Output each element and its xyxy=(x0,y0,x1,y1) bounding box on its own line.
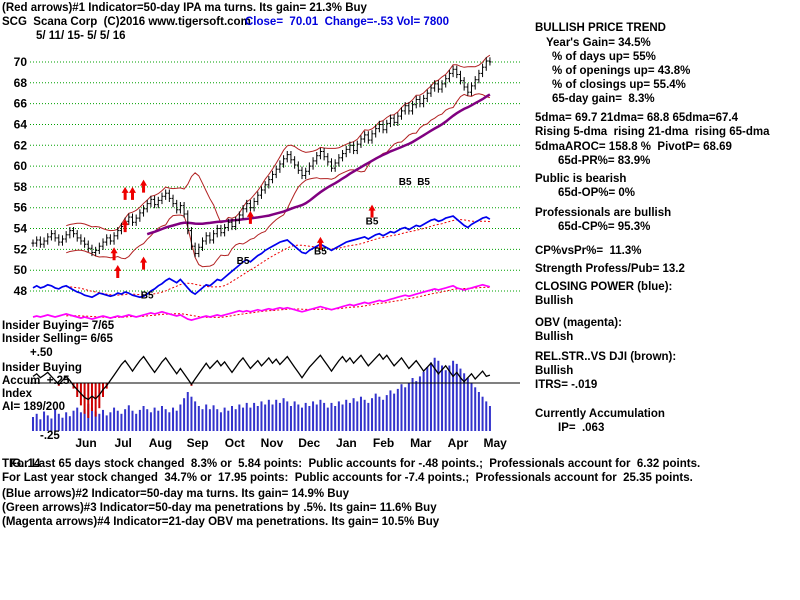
stat-aroc-pivot: 5dmaAROC= 158.8 % PivotP= 68.69 xyxy=(535,141,732,153)
svg-text:62: 62 xyxy=(14,138,28,152)
stat-professional-sentiment: Professionals are bullish xyxy=(535,207,672,219)
date-range: 5/ 11/ 15- 5/ 5/ 16 xyxy=(36,30,126,42)
svg-text:May: May xyxy=(484,436,508,450)
svg-text:54: 54 xyxy=(14,222,28,236)
svg-text:50: 50 xyxy=(14,263,28,277)
svg-text:Jul: Jul xyxy=(115,436,132,450)
svg-text:Aug: Aug xyxy=(149,436,172,450)
svg-text:56: 56 xyxy=(14,201,28,215)
accum-index-value: AI= 189/200 xyxy=(2,401,65,413)
stat-years-gain: Year's Gain= 34.5% xyxy=(546,37,651,49)
heading-price-trend: BULLISH PRICE TREND xyxy=(535,22,666,34)
indicator3-legend: (Green arrows)#3 Indicator=50-day ma pen… xyxy=(2,502,437,514)
quote-close-change-volume: Close= 70.01 Change=-.53 Vol= 7800 xyxy=(245,16,450,28)
ticker-title: SCG Scana Corp (C)2016 www.tigersoft.com xyxy=(2,16,251,28)
stat-openings-up: % of openings up= 43.8% xyxy=(552,65,691,77)
svg-text:58: 58 xyxy=(14,180,28,194)
stat-ip: IP= .063 xyxy=(558,422,605,434)
svg-text:Oct: Oct xyxy=(225,436,245,450)
insider-buying-count: Insider Buying= 7/65 xyxy=(2,320,115,332)
insider-selling-count: Insider Selling= 6/65 xyxy=(2,333,113,345)
accum-scale-plus50: +.50 xyxy=(30,347,53,359)
indicator2-legend: (Blue arrows)#2 Indicator=50-day ma turn… xyxy=(2,488,350,500)
stat-days-up: % of days up= 55% xyxy=(552,51,656,63)
svg-text:B5: B5 xyxy=(314,247,327,258)
closing-power-status: Bullish xyxy=(535,295,574,307)
svg-text:66: 66 xyxy=(14,97,28,111)
obv-status: Bullish xyxy=(535,331,574,343)
svg-text:Mar: Mar xyxy=(410,436,432,450)
accumulation-status: Currently Accumulation xyxy=(535,408,665,420)
svg-text:Sep: Sep xyxy=(187,436,209,450)
accum-index-label-2: Accum +.25 xyxy=(2,375,70,387)
figure-label: TIG..14 xyxy=(2,458,41,470)
svg-text:52: 52 xyxy=(14,242,28,256)
svg-text:Jan: Jan xyxy=(336,436,357,450)
accum-index-label-1: Insider Buying xyxy=(2,362,82,374)
svg-text:Nov: Nov xyxy=(261,436,284,450)
stat-cp-vs-pr: CP%vsPr%= 11.3% xyxy=(535,245,642,257)
svg-text:Apr: Apr xyxy=(448,436,469,450)
accum-scale-minus25: -.25 xyxy=(40,430,60,442)
rel-str-status: Bullish xyxy=(535,365,574,377)
stat-dmas: 5dma= 69.7 21dma= 68.8 65dma=67.4 xyxy=(535,112,738,124)
svg-text:B5: B5 xyxy=(366,216,379,227)
svg-text:60: 60 xyxy=(14,159,28,173)
stat-rising-dmas: Rising 5-dma rising 21-dma rising 65-dma xyxy=(535,126,770,138)
indicator4-legend: (Magenta arrows)#4 Indicator=21-day OBV … xyxy=(2,516,440,528)
indicator1-legend: (Red arrows)#1 Indicator=50-day IPA ma t… xyxy=(2,2,367,14)
stat-itrs: ITRS= -.019 xyxy=(535,379,598,391)
heading-obv: OBV (magenta): xyxy=(535,317,622,329)
svg-text:Jun: Jun xyxy=(75,436,96,450)
svg-text:48: 48 xyxy=(14,284,28,298)
stat-closings-up: % of closings up= 55.4% xyxy=(552,79,686,91)
stat-public-sentiment: Public is bearish xyxy=(535,173,627,185)
stat-65d-cp: 65d-CP%= 95.3% xyxy=(558,221,651,233)
heading-closing-power: CLOSING POWER (blue): xyxy=(535,281,673,293)
summary-year: For Last year stock changed 34.7% or 17.… xyxy=(2,472,693,484)
stat-65d-pr: 65d-PR%= 83.9% xyxy=(558,155,651,167)
svg-text:Feb: Feb xyxy=(373,436,394,450)
stat-65d-op: 65d-OP%= 0% xyxy=(558,187,636,199)
accum-index-label-3: Index xyxy=(2,388,33,400)
stat-strength-ratio: Strength Profess/Pub= 13.2 xyxy=(535,263,685,275)
stat-65day-gain: 65-day gain= 8.3% xyxy=(552,93,655,105)
summary-65day: For Last 65 days stock changed 8.3% or 5… xyxy=(10,458,701,470)
svg-text:70: 70 xyxy=(14,55,28,69)
svg-text:68: 68 xyxy=(14,76,28,90)
svg-text:B5: B5 xyxy=(417,177,430,188)
svg-text:B5: B5 xyxy=(141,290,154,301)
svg-text:B5: B5 xyxy=(237,256,250,267)
svg-text:B5: B5 xyxy=(399,177,412,188)
heading-rel-str: REL.STR..VS DJI (brown): xyxy=(535,351,677,363)
svg-text:Dec: Dec xyxy=(298,436,320,450)
svg-text:64: 64 xyxy=(14,118,28,132)
